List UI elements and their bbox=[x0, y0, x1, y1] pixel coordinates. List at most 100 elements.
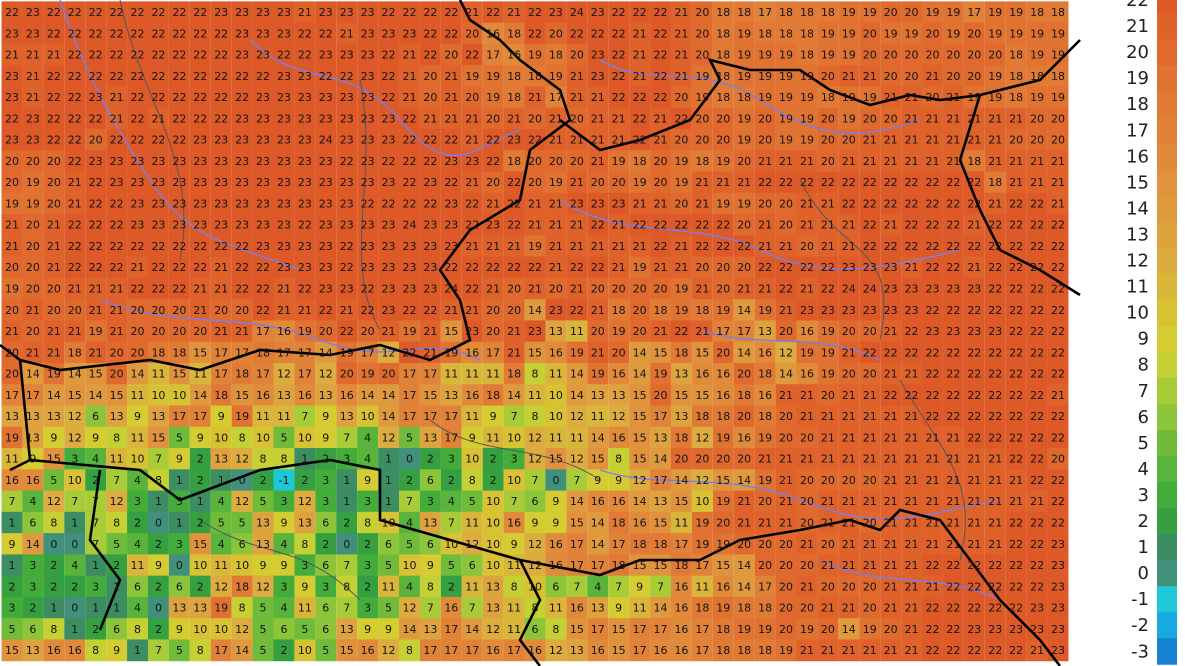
cell-value: 22 bbox=[1030, 431, 1044, 444]
cell-value: 21 bbox=[925, 134, 939, 147]
cell-value: 22 bbox=[423, 134, 437, 147]
cell-value: 12 bbox=[47, 495, 61, 508]
cell-value: 22 bbox=[905, 325, 919, 338]
temperature-cell bbox=[608, 384, 630, 406]
cell-value: 22 bbox=[528, 27, 542, 40]
temperature-cell bbox=[1005, 86, 1027, 109]
cell-value: 20 bbox=[737, 410, 751, 423]
cell-value: 21 bbox=[842, 559, 856, 572]
temperature-cell bbox=[503, 22, 525, 45]
cell-value: 18 bbox=[716, 623, 730, 636]
cell-value: 21 bbox=[967, 134, 981, 147]
cell-value: 16 bbox=[800, 325, 814, 338]
cell-value: 21 bbox=[633, 49, 647, 62]
temperature-cell bbox=[608, 362, 630, 385]
cell-value: 21 bbox=[800, 410, 814, 423]
cell-value: 13 bbox=[549, 325, 563, 338]
cell-value: 22 bbox=[842, 176, 856, 189]
temperature-cell bbox=[273, 192, 295, 215]
temperature-cell bbox=[587, 150, 609, 173]
cell-value: 9 bbox=[322, 431, 329, 444]
cell-value: 21 bbox=[486, 283, 500, 296]
temperature-cell bbox=[817, 362, 839, 385]
cell-value: 22 bbox=[654, 219, 668, 232]
cell-value: 23 bbox=[277, 112, 291, 125]
cell-value: 22 bbox=[654, 49, 668, 62]
cell-value: 7 bbox=[71, 495, 78, 508]
temperature-cell bbox=[168, 256, 190, 279]
temperature-cell bbox=[482, 1, 504, 24]
cell-value: 22 bbox=[1030, 197, 1044, 210]
temperature-cell bbox=[838, 128, 860, 151]
cell-value: 22 bbox=[1009, 580, 1023, 593]
temperature-cell bbox=[524, 299, 546, 321]
temperature-cell bbox=[231, 107, 253, 130]
temperature-cell bbox=[147, 214, 169, 236]
cell-value: 13 bbox=[591, 602, 605, 615]
cell-value: 23 bbox=[361, 91, 375, 104]
cell-value: 22 bbox=[382, 91, 396, 104]
cell-value: 10 bbox=[256, 431, 270, 444]
temperature-cell bbox=[294, 1, 316, 24]
cell-value: 20 bbox=[570, 155, 584, 168]
cell-value: 19 bbox=[5, 283, 19, 296]
temperature-cell bbox=[357, 65, 379, 87]
temperature-cell bbox=[315, 192, 337, 215]
cell-value: 20 bbox=[695, 134, 709, 147]
cell-value: 21 bbox=[298, 6, 312, 19]
cell-value: 16 bbox=[465, 389, 479, 402]
cell-value: 19 bbox=[737, 197, 751, 210]
temperature-cell bbox=[775, 86, 797, 109]
cell-value: 20 bbox=[131, 346, 145, 359]
temperature-cell bbox=[880, 235, 902, 258]
temperature-cell bbox=[775, 171, 797, 194]
cell-value: 21 bbox=[695, 283, 709, 296]
temperature-cell bbox=[1005, 128, 1027, 151]
cell-value: 23 bbox=[256, 155, 270, 168]
temperature-cell bbox=[43, 299, 65, 321]
temperature-cell bbox=[880, 341, 902, 364]
cell-value: 23 bbox=[967, 623, 981, 636]
cell-value: 18 bbox=[214, 389, 228, 402]
temperature-cell bbox=[859, 299, 881, 321]
cell-value: 21 bbox=[905, 91, 919, 104]
cell-value: 20 bbox=[884, 49, 898, 62]
cell-value: 22 bbox=[465, 49, 479, 62]
cell-value: 21 bbox=[967, 219, 981, 232]
temperature-cell bbox=[64, 107, 86, 130]
cell-value: 22 bbox=[925, 304, 939, 317]
temperature-cell bbox=[545, 1, 567, 24]
cell-value: 11 bbox=[444, 368, 458, 381]
cell-value: 20 bbox=[884, 6, 898, 19]
cell-value: 22 bbox=[89, 240, 103, 253]
cell-value: 23 bbox=[1009, 623, 1023, 636]
cell-value: 11 bbox=[633, 602, 647, 615]
cell-value: 3 bbox=[364, 495, 371, 508]
cell-value: 18 bbox=[256, 346, 270, 359]
cell-value: 22 bbox=[89, 261, 103, 274]
cell-value: 22 bbox=[68, 91, 82, 104]
temperature-cell bbox=[168, 171, 190, 194]
temperature-cell bbox=[315, 235, 337, 258]
temperature-cell bbox=[210, 86, 232, 109]
cell-value: 22 bbox=[110, 219, 124, 232]
cell-value: 21 bbox=[110, 112, 124, 125]
cell-value: 22 bbox=[214, 91, 228, 104]
temperature-cell bbox=[1026, 107, 1048, 130]
temperature-cell bbox=[754, 22, 776, 45]
temperature-cell bbox=[378, 214, 400, 236]
cell-value: 21 bbox=[695, 176, 709, 189]
cell-value: 19 bbox=[5, 197, 19, 210]
cell-value: 22 bbox=[1009, 219, 1023, 232]
cell-value: 22 bbox=[946, 410, 960, 423]
cell-value: 15 bbox=[193, 538, 207, 551]
cell-value: 21 bbox=[674, 240, 688, 253]
temperature-cell bbox=[901, 1, 923, 24]
temperature-cell bbox=[1047, 341, 1069, 364]
temperature-cell bbox=[712, 192, 734, 215]
cell-value: 23 bbox=[946, 325, 960, 338]
cell-value: 20 bbox=[863, 602, 877, 615]
cell-value: 22 bbox=[507, 197, 521, 210]
cell-value: 7 bbox=[532, 474, 539, 487]
cell-value: 19 bbox=[26, 197, 40, 210]
